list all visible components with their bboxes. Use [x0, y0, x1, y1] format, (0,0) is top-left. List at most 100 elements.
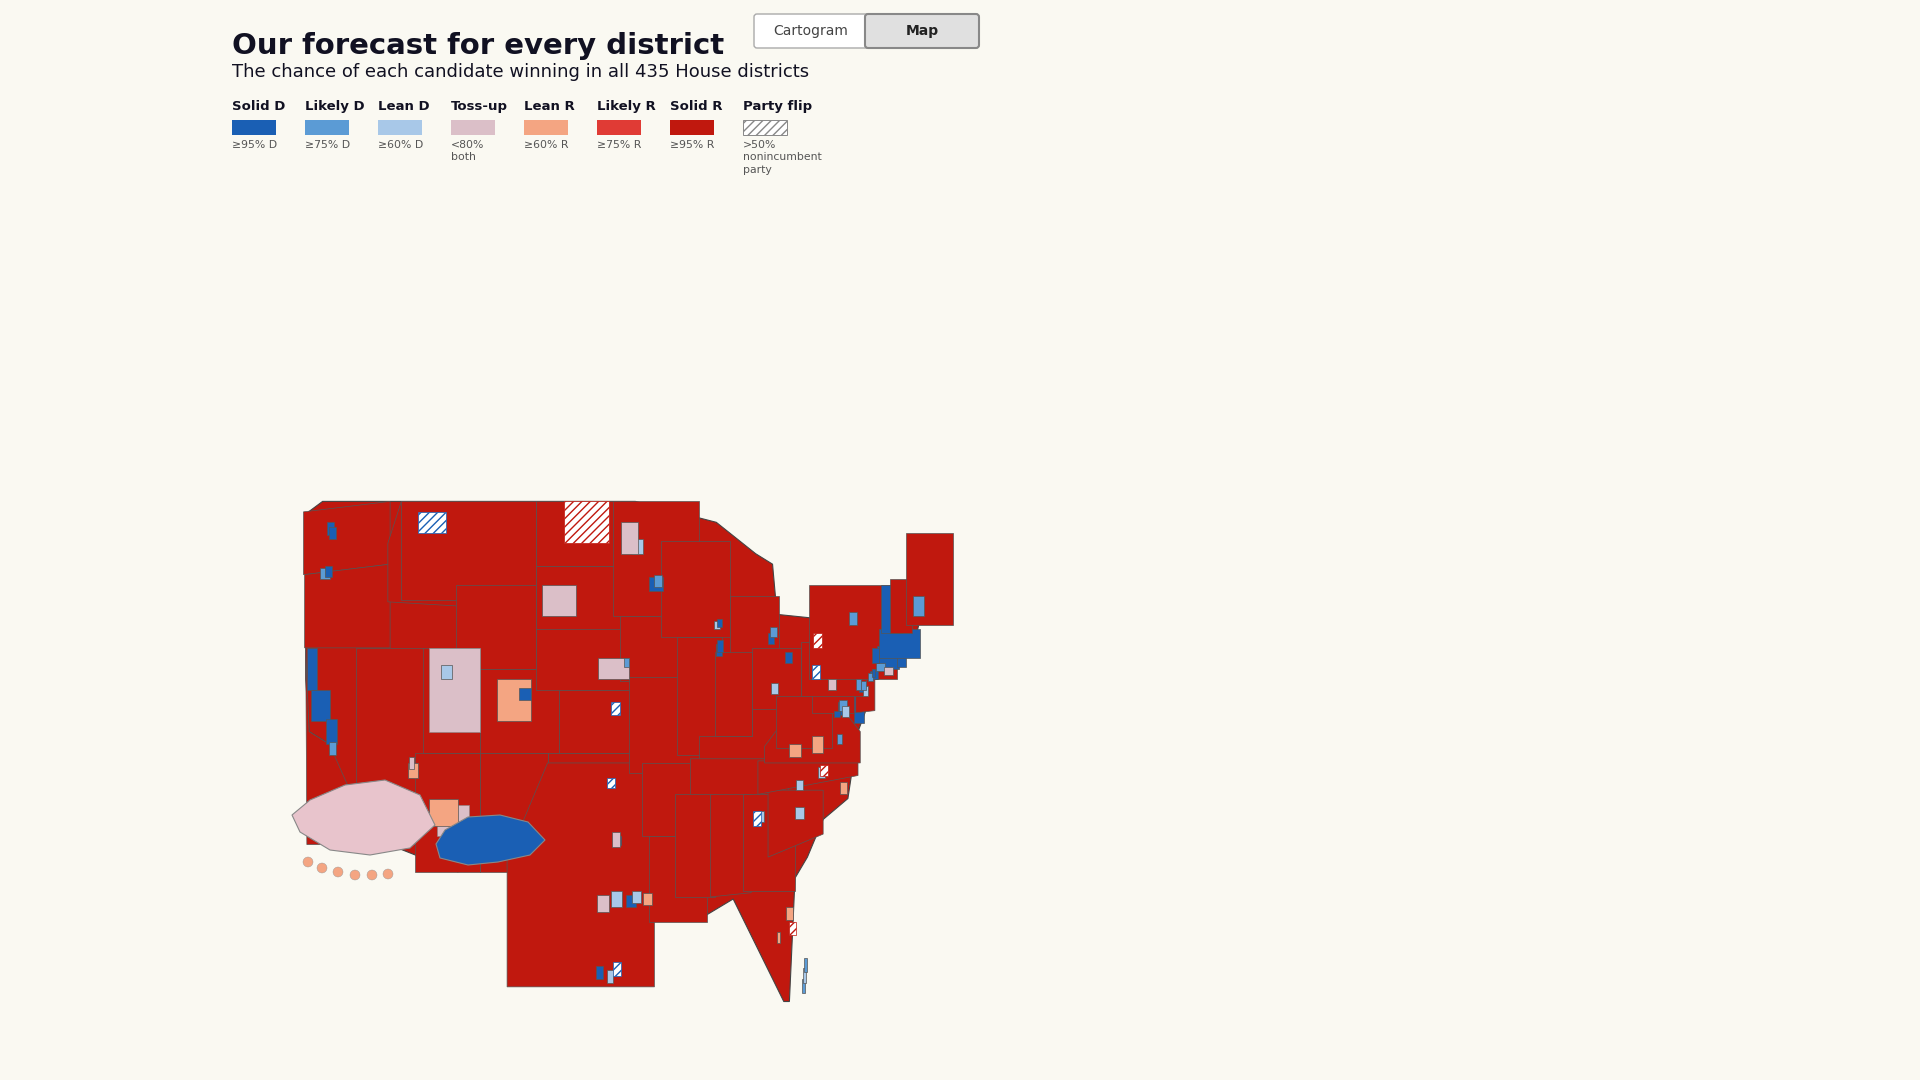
- Text: Party flip: Party flip: [743, 100, 812, 113]
- Circle shape: [382, 869, 394, 879]
- Polygon shape: [691, 759, 789, 796]
- Polygon shape: [409, 757, 413, 769]
- Polygon shape: [442, 815, 451, 832]
- Polygon shape: [626, 895, 636, 907]
- Polygon shape: [430, 648, 480, 731]
- FancyBboxPatch shape: [866, 14, 979, 48]
- Polygon shape: [536, 566, 622, 637]
- Polygon shape: [812, 633, 822, 648]
- Polygon shape: [870, 671, 877, 679]
- Polygon shape: [772, 684, 778, 694]
- Polygon shape: [743, 795, 795, 891]
- Text: Lean D: Lean D: [378, 100, 430, 113]
- Polygon shape: [430, 798, 457, 826]
- Polygon shape: [641, 762, 699, 836]
- Polygon shape: [371, 807, 380, 822]
- Polygon shape: [795, 807, 804, 820]
- Polygon shape: [422, 648, 480, 753]
- Polygon shape: [359, 798, 378, 809]
- Polygon shape: [753, 811, 762, 826]
- Polygon shape: [541, 585, 576, 617]
- Polygon shape: [843, 706, 849, 717]
- Polygon shape: [305, 501, 952, 1001]
- Polygon shape: [321, 568, 330, 579]
- Polygon shape: [357, 648, 424, 795]
- Polygon shape: [877, 646, 899, 669]
- Polygon shape: [386, 832, 392, 845]
- Polygon shape: [330, 742, 336, 755]
- Text: Likely R: Likely R: [597, 100, 657, 113]
- Polygon shape: [812, 664, 820, 679]
- FancyBboxPatch shape: [755, 14, 868, 48]
- Polygon shape: [459, 840, 467, 853]
- Polygon shape: [480, 753, 547, 872]
- Polygon shape: [770, 627, 778, 637]
- Polygon shape: [292, 780, 436, 855]
- Polygon shape: [854, 694, 864, 724]
- Polygon shape: [768, 633, 774, 644]
- Polygon shape: [419, 512, 445, 532]
- Polygon shape: [388, 501, 457, 606]
- Bar: [524, 120, 568, 135]
- Polygon shape: [632, 891, 641, 903]
- Polygon shape: [797, 780, 803, 791]
- Circle shape: [367, 870, 376, 880]
- Polygon shape: [914, 595, 924, 617]
- Polygon shape: [828, 679, 835, 690]
- Bar: [305, 120, 349, 135]
- Polygon shape: [868, 673, 874, 681]
- Text: ≥60% D: ≥60% D: [378, 140, 422, 150]
- Polygon shape: [837, 733, 843, 744]
- Polygon shape: [620, 523, 637, 554]
- Polygon shape: [457, 585, 536, 669]
- Polygon shape: [849, 612, 856, 625]
- Polygon shape: [326, 523, 334, 535]
- Bar: [232, 120, 276, 135]
- Polygon shape: [536, 629, 634, 690]
- Polygon shape: [841, 782, 847, 795]
- Polygon shape: [803, 968, 806, 983]
- Polygon shape: [789, 744, 801, 757]
- Polygon shape: [520, 688, 530, 700]
- Polygon shape: [839, 700, 847, 711]
- Polygon shape: [820, 765, 828, 775]
- Polygon shape: [401, 501, 536, 599]
- Text: ≥95% R: ≥95% R: [670, 140, 714, 150]
- Bar: [378, 120, 422, 135]
- Polygon shape: [835, 711, 841, 717]
- Polygon shape: [649, 836, 707, 922]
- Polygon shape: [758, 761, 858, 795]
- Polygon shape: [837, 702, 845, 715]
- Polygon shape: [803, 978, 804, 994]
- Bar: [597, 120, 641, 135]
- Polygon shape: [438, 805, 468, 836]
- Polygon shape: [876, 662, 885, 671]
- Polygon shape: [326, 719, 338, 744]
- Text: Cartogram: Cartogram: [774, 24, 849, 38]
- Polygon shape: [872, 648, 879, 662]
- Polygon shape: [599, 659, 628, 679]
- Text: ≥75% D: ≥75% D: [305, 140, 349, 150]
- Polygon shape: [620, 617, 693, 681]
- Text: ≥75% R: ≥75% R: [597, 140, 641, 150]
- Polygon shape: [881, 585, 902, 633]
- Polygon shape: [388, 815, 392, 824]
- Polygon shape: [872, 669, 876, 677]
- Circle shape: [317, 863, 326, 873]
- Polygon shape: [674, 795, 714, 896]
- Polygon shape: [858, 686, 864, 692]
- Polygon shape: [808, 585, 897, 679]
- Polygon shape: [764, 698, 860, 762]
- Polygon shape: [906, 532, 952, 625]
- Polygon shape: [445, 820, 449, 828]
- Polygon shape: [628, 677, 705, 773]
- Polygon shape: [307, 648, 317, 690]
- Polygon shape: [768, 791, 824, 858]
- Polygon shape: [872, 669, 877, 679]
- Text: >50%
nonincumbent
party: >50% nonincumbent party: [743, 140, 822, 175]
- Text: Toss-up: Toss-up: [451, 100, 509, 113]
- Polygon shape: [607, 778, 614, 788]
- Polygon shape: [879, 629, 920, 659]
- Polygon shape: [480, 669, 559, 753]
- Polygon shape: [710, 795, 751, 896]
